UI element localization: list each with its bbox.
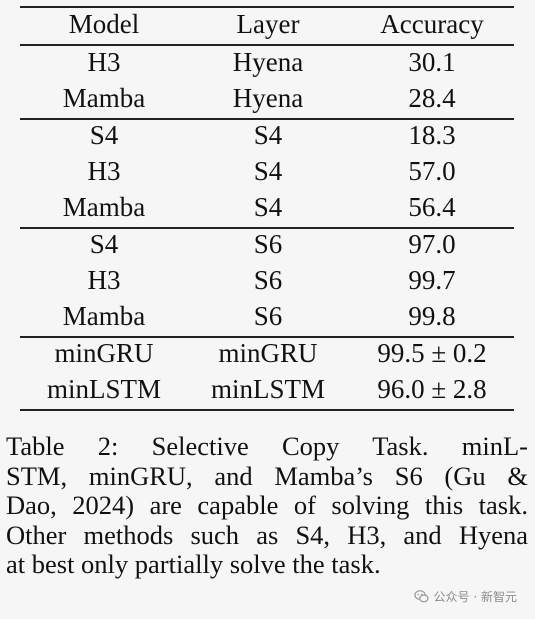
cell-accuracy: 56.4 bbox=[408, 192, 456, 222]
group-separator-rule bbox=[20, 227, 514, 229]
cell-layer: Hyena bbox=[232, 83, 304, 113]
cell-accuracy: 30.1 bbox=[408, 47, 456, 77]
cell-layer: S4 bbox=[253, 156, 283, 186]
watermark: 公众号 · 新智元 bbox=[413, 588, 517, 605]
watermark-text: 公众号 · 新智元 bbox=[433, 590, 517, 604]
table-caption: Table 2: Selective Copy Task. minL- STM,… bbox=[6, 431, 528, 580]
caption-line: at best only partially solve the task. bbox=[6, 549, 381, 579]
header-accuracy: Accuracy bbox=[380, 9, 484, 39]
caption-line: STM, minGRU, and Mamba’s S6 (Gu & bbox=[6, 460, 528, 491]
caption-line: Other methods such as S4, H3, and Hyena bbox=[6, 519, 528, 550]
cell-model: H3 bbox=[87, 47, 121, 77]
cell-accuracy: 97.0 bbox=[408, 229, 456, 259]
caption-line: Table 2: Selective Copy Task. minL- bbox=[6, 431, 528, 461]
header-layer: Layer bbox=[236, 9, 300, 39]
cell-model: S4 bbox=[89, 229, 119, 259]
cell-layer: S4 bbox=[253, 120, 283, 150]
cell-layer: Hyena bbox=[232, 47, 304, 77]
cell-accuracy: 99.7 bbox=[408, 265, 456, 295]
cell-accuracy: 99.8 bbox=[408, 301, 456, 331]
cell-model: H3 bbox=[87, 156, 121, 186]
cell-model: Mamba bbox=[62, 301, 146, 331]
cell-model: Mamba bbox=[62, 83, 146, 113]
header-model: Model bbox=[68, 9, 140, 39]
cell-model: minLSTM bbox=[46, 374, 162, 404]
cell-model: S4 bbox=[89, 120, 119, 150]
cell-accuracy: 18.3 bbox=[408, 120, 456, 150]
cell-layer: S4 bbox=[253, 192, 283, 222]
cell-layer: minGRU bbox=[218, 338, 318, 368]
table-bottom-rule bbox=[20, 409, 514, 411]
cell-layer: minLSTM bbox=[210, 374, 326, 404]
cell-model: minGRU bbox=[54, 338, 154, 368]
cell-model: Mamba bbox=[62, 192, 146, 222]
cell-layer: S6 bbox=[253, 265, 283, 295]
caption-line: Dao, 2024) are capable of solving this t… bbox=[6, 490, 528, 520]
cell-accuracy: 28.4 bbox=[408, 83, 456, 113]
cell-layer: S6 bbox=[253, 301, 283, 331]
cell-accuracy: 96.0 ± 2.8 bbox=[377, 374, 487, 404]
group-separator-rule bbox=[20, 336, 514, 338]
wechat-logo-icon bbox=[413, 590, 429, 603]
cell-model: H3 bbox=[87, 265, 121, 295]
cell-layer: S6 bbox=[253, 229, 283, 259]
table-top-rule bbox=[20, 6, 514, 8]
cell-accuracy: 57.0 bbox=[408, 156, 456, 186]
header-rule bbox=[20, 44, 514, 46]
group-separator-rule bbox=[20, 118, 514, 120]
cell-accuracy: 99.5 ± 0.2 bbox=[377, 338, 487, 368]
